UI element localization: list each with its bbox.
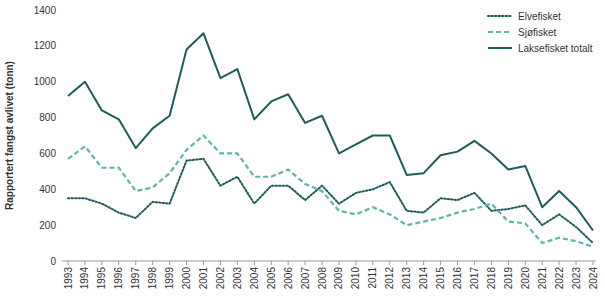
x-tick: [118, 261, 119, 265]
x-tick-label: 1996: [113, 267, 124, 290]
y-tick-label: 0: [50, 256, 56, 267]
x-tick: [84, 261, 85, 265]
x-tick: [288, 261, 289, 265]
x-tick-label: 1998: [147, 267, 158, 290]
x-tick: [135, 261, 136, 265]
x-tick: [338, 261, 339, 265]
legend-label: Elvefisket: [518, 11, 561, 22]
x-tick-label: 2019: [503, 267, 514, 290]
x-tick: [508, 261, 509, 265]
y-tick: [60, 225, 62, 226]
x-tick: [389, 261, 390, 265]
x-tick-label: 2001: [198, 267, 209, 290]
y-tick-label: 400: [39, 184, 56, 195]
x-tick-label: 2015: [435, 267, 446, 290]
x-tick: [457, 261, 458, 265]
series-line: [68, 33, 593, 230]
x-tick-label: 2014: [418, 267, 429, 290]
x-tick-label: 1994: [79, 267, 90, 290]
x-tick-label: 2011: [367, 267, 378, 289]
x-tick-label: 2003: [232, 267, 243, 290]
x-tick-label: 2024: [588, 267, 599, 290]
y-tick-label: 1400: [34, 5, 57, 16]
x-tick: [203, 261, 204, 265]
legend-label: Laksefisket totalt: [518, 43, 593, 54]
legend-swatch: [488, 31, 512, 33]
x-tick-label: 2018: [486, 267, 497, 290]
y-tick: [60, 117, 62, 118]
x-tick-label: 1997: [130, 267, 141, 290]
x-tick-label: 1995: [96, 267, 107, 290]
x-tick: [169, 261, 170, 265]
y-tick: [60, 189, 62, 190]
x-tick: [559, 261, 560, 265]
x-tick-label: 2017: [469, 267, 480, 290]
plot-area: [68, 33, 593, 246]
series-line: [68, 136, 593, 247]
x-tick-label: 2020: [520, 267, 531, 290]
x-tick: [101, 261, 102, 265]
x-tick-label: 2013: [401, 267, 412, 290]
x-tick: [237, 261, 238, 265]
x-tick-label: 2010: [350, 267, 361, 290]
x-tick-label: 2012: [384, 267, 395, 290]
x-tick-label: 1993: [63, 267, 74, 290]
x-tick: [152, 261, 153, 265]
y-tick: [60, 10, 62, 11]
x-tick: [491, 261, 492, 265]
x-tick-label: 2004: [249, 267, 260, 290]
x-tick: [220, 261, 221, 265]
x-tick-label: 2000: [181, 267, 192, 290]
x-tick-label: 2002: [215, 267, 226, 290]
x-tick: [68, 261, 69, 265]
legend-swatch: [488, 15, 512, 17]
x-tick: [406, 261, 407, 265]
x-tick-label: 2023: [571, 267, 582, 290]
x-tick-label: 2016: [452, 267, 463, 290]
x-tick: [372, 261, 373, 265]
x-tick: [322, 261, 323, 265]
x-tick: [593, 261, 594, 265]
legend-label: Sjøfisket: [518, 27, 557, 38]
x-tick: [474, 261, 475, 265]
x-tick-label: 2006: [283, 267, 294, 290]
legend-swatch: [488, 47, 512, 49]
y-tick-label: 800: [39, 112, 56, 123]
y-axis-label: Rapportert fangst avlivet (tonn): [4, 61, 15, 210]
x-tick-label: 2008: [317, 267, 328, 290]
x-axis-line: [62, 261, 596, 262]
chart: 0 200 400 600 800 1000 1200 1400 Rapportert fang…: [0, 0, 605, 297]
x-tick-label: 2009: [333, 267, 344, 290]
x-tick: [423, 261, 424, 265]
y-tick: [60, 45, 62, 46]
x-tick: [254, 261, 255, 265]
x-tick-label: 2007: [300, 267, 311, 290]
x-tick-label: 2022: [554, 267, 565, 290]
x-tick-label: 2005: [266, 267, 277, 290]
x-tick: [525, 261, 526, 265]
y-tick: [60, 153, 62, 154]
y-tick-label: 1200: [34, 40, 57, 51]
y-tick-label: 600: [39, 148, 56, 159]
x-tick: [576, 261, 577, 265]
x-tick: [542, 261, 543, 265]
x-tick: [186, 261, 187, 265]
x-tick: [440, 261, 441, 265]
y-tick: [60, 81, 62, 82]
x-tick-label: 1999: [164, 267, 175, 290]
y-tick-label: 200: [39, 220, 56, 231]
x-tick-label: 2021: [537, 267, 548, 290]
x-tick: [271, 261, 272, 265]
x-tick: [355, 261, 356, 265]
y-tick: [60, 261, 62, 262]
x-tick: [305, 261, 306, 265]
y-tick-label: 1000: [34, 76, 57, 87]
